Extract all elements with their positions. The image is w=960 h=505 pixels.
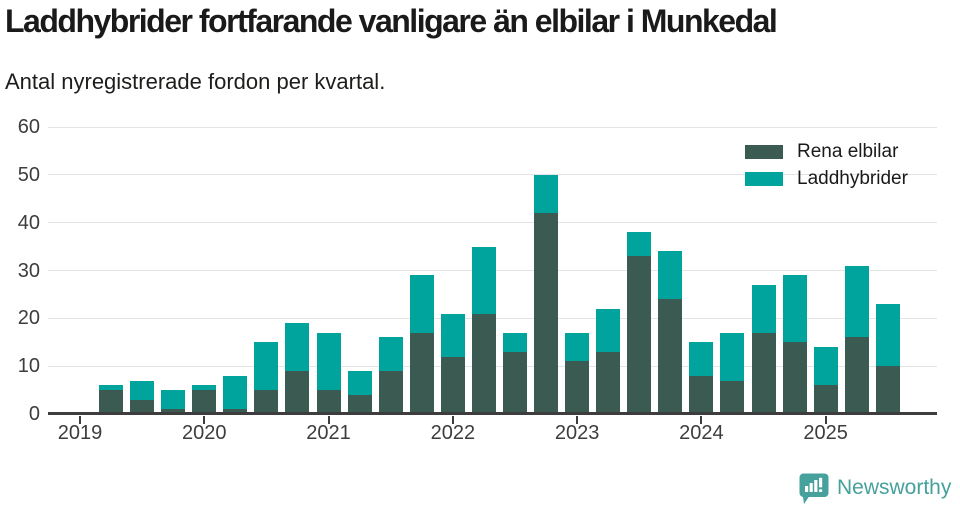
bar-segment-rena-elbilar [347,394,372,414]
y-tick-label-60: 60 [17,116,40,138]
bar-segment-rena-elbilar [596,351,621,414]
bar-segment-rena-elbilar [502,351,527,414]
bar-segment-laddhybrider [875,303,900,367]
x-axis-line [48,412,937,415]
bar-segment-rena-elbilar [254,390,279,414]
x-tick-label-2019: 2019 [57,422,103,444]
bar-segment-rena-elbilar [471,313,496,414]
bar-segment-rena-elbilar [316,390,341,414]
bar-segment-rena-elbilar [844,337,869,414]
bar-segment-laddhybrider [502,332,527,352]
bar-segment-laddhybrider [627,232,652,257]
x-tick-mark-2021 [327,416,330,424]
y-tick-label-10: 10 [17,355,40,378]
bar-segment-laddhybrider [99,385,124,391]
bar-segment-laddhybrider [658,251,683,300]
x-tick-mark-2024 [700,416,703,424]
legend-swatch-rena-elbilar [745,145,783,159]
bar-segment-laddhybrider [223,375,248,410]
x-tick-label-2025: 2025 [803,422,848,444]
bar-segment-rena-elbilar [689,375,714,414]
bar-segment-laddhybrider [782,275,807,343]
bar-segment-laddhybrider [409,275,434,333]
plot-area [48,126,937,415]
gridline-y40 [48,222,937,224]
bar-segment-rena-elbilar [378,370,403,414]
x-tick-mark-2022 [451,416,454,424]
x-tick-label-2022: 2022 [430,422,476,444]
bar-segment-rena-elbilar [223,409,248,414]
bar-segment-rena-elbilar [813,385,838,414]
bar-segment-laddhybrider [751,284,776,333]
legend-item-rena-elbilar: Rena elbilar [745,141,908,162]
bar-segment-laddhybrider [378,337,403,371]
bar-segment-laddhybrider [471,246,496,314]
bar-segment-laddhybrider [596,308,621,352]
bar-segment-laddhybrider [254,342,279,391]
bar-segment-rena-elbilar [720,380,745,414]
bar-segment-rena-elbilar [285,370,310,414]
y-tick-label-30: 30 [17,259,40,282]
chart-subtitle: Antal nyregistrerade fordon per kvartal. [5,69,386,94]
x-tick-label-2024: 2024 [679,422,724,444]
bar-segment-rena-elbilar [782,342,807,414]
bar-segment-rena-elbilar [99,390,124,414]
newsworthy-branding: Newsworthy [799,473,951,505]
y-tick-label-0: 0 [28,403,40,425]
bar-segment-laddhybrider [565,332,590,362]
y-tick-label-50: 50 [17,163,40,186]
bar-segment-rena-elbilar [130,399,155,414]
bar-segment-laddhybrider [285,323,310,371]
bar-segment-rena-elbilar [627,256,652,414]
legend: Rena elbilar Laddhybrider [745,141,908,198]
gridline-y60 [48,126,937,128]
bar-segment-laddhybrider [534,174,559,214]
x-tick-label-2021: 2021 [306,422,351,444]
bar-segment-laddhybrider [316,332,341,391]
x-tick-label-2023: 2023 [554,422,600,444]
legend-label-rena-elbilar: Rena elbilar [797,141,899,162]
x-tick-mark-2019 [79,416,81,424]
bar-segment-laddhybrider [720,332,745,381]
bar-segment-rena-elbilar [875,366,900,414]
bar-segment-rena-elbilar [534,213,559,414]
y-tick-label-20: 20 [17,307,40,330]
bar-segment-rena-elbilar [751,332,776,414]
chart-title: Laddhybrider fortfarande vanligare än el… [5,3,778,39]
bar-segment-rena-elbilar [565,361,590,414]
y-tick-label-40: 40 [17,211,40,234]
bar-segment-laddhybrider [347,370,372,395]
x-tick-mark-2025 [824,416,827,424]
bar-segment-laddhybrider [440,313,465,357]
x-tick-mark-2023 [576,416,579,424]
bar-segment-rena-elbilar [161,409,186,414]
x-tick-label-2020: 2020 [182,422,227,444]
legend-label-laddhybrider: Laddhybrider [797,168,908,189]
bar-segment-rena-elbilar [440,356,465,414]
bar-segment-rena-elbilar [658,299,683,414]
bar-segment-rena-elbilar [192,390,217,414]
bar-segment-laddhybrider [130,380,155,400]
legend-swatch-laddhybrider [745,172,783,186]
bar-segment-laddhybrider [161,390,186,410]
bar-segment-rena-elbilar [409,332,434,414]
newsworthy-logo-text: Newsworthy [837,476,952,499]
bar-segment-laddhybrider [813,347,838,386]
newsworthy-logo-icon [799,473,829,504]
bar-segment-laddhybrider [844,265,869,338]
legend-item-laddhybrider: Laddhybrider [745,168,908,189]
bar-segment-laddhybrider [689,342,714,376]
x-tick-mark-2020 [203,416,206,424]
bar-segment-laddhybrider [192,385,217,391]
gridline-y50 [48,174,937,176]
